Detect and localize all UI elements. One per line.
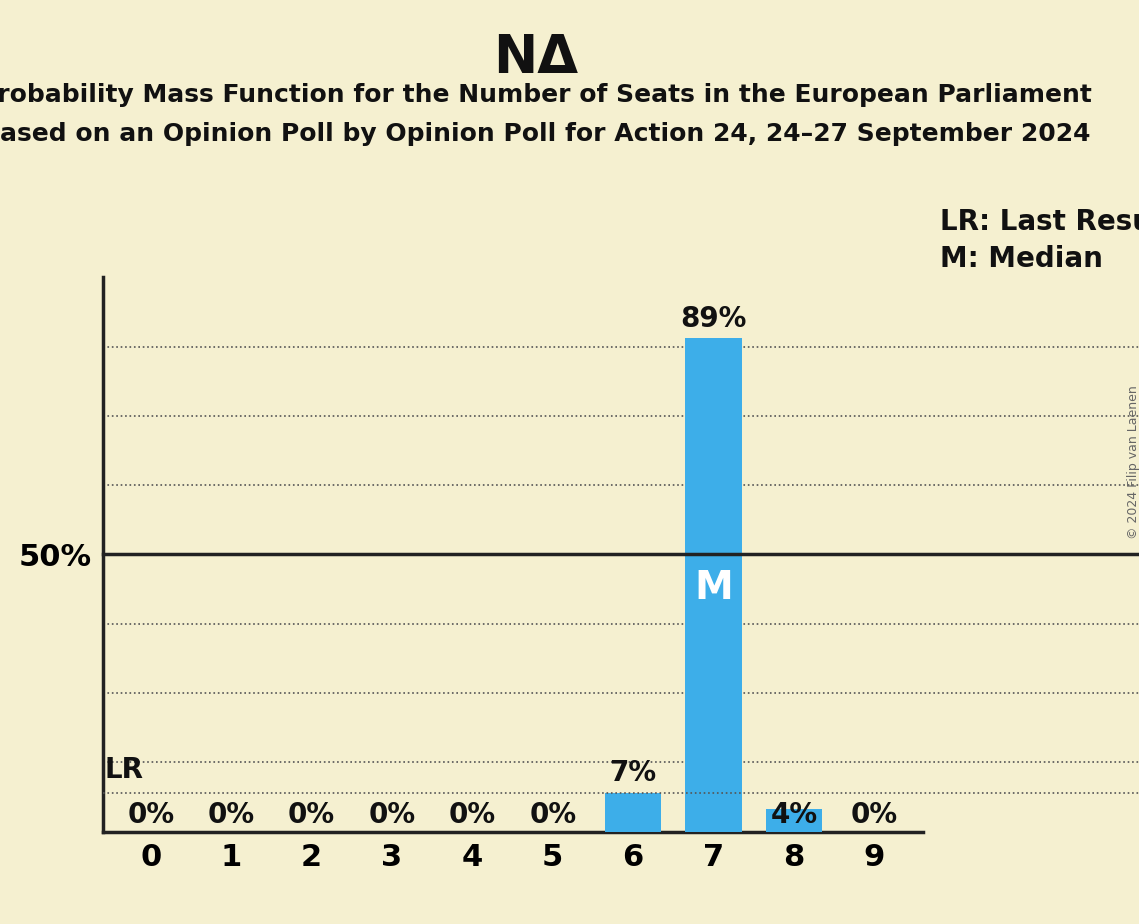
Text: 0%: 0%	[288, 801, 335, 829]
Text: 7%: 7%	[609, 760, 657, 787]
Text: LR: LR	[105, 757, 144, 784]
Text: LR: Last Result: LR: Last Result	[940, 208, 1139, 236]
Text: 89%: 89%	[680, 305, 747, 333]
Text: 0%: 0%	[207, 801, 255, 829]
Text: 4%: 4%	[770, 801, 818, 829]
Text: 0%: 0%	[851, 801, 898, 829]
Text: M: Median: M: Median	[940, 245, 1103, 273]
Text: 0%: 0%	[449, 801, 495, 829]
Text: Probability Mass Function for the Number of Seats in the European Parliament: Probability Mass Function for the Number…	[0, 83, 1092, 107]
Text: M: M	[694, 568, 732, 607]
Text: Based on an Opinion Poll by Opinion Poll for Action 24, 24–27 September 2024: Based on an Opinion Poll by Opinion Poll…	[0, 122, 1090, 146]
Text: © 2024 Filip van Laenen: © 2024 Filip van Laenen	[1126, 385, 1139, 539]
Text: 0%: 0%	[128, 801, 174, 829]
Bar	[686, 338, 741, 832]
Text: 0%: 0%	[530, 801, 576, 829]
Text: 0%: 0%	[368, 801, 416, 829]
Text: NΔ: NΔ	[493, 32, 577, 84]
Bar	[765, 809, 822, 832]
Bar	[605, 793, 662, 832]
